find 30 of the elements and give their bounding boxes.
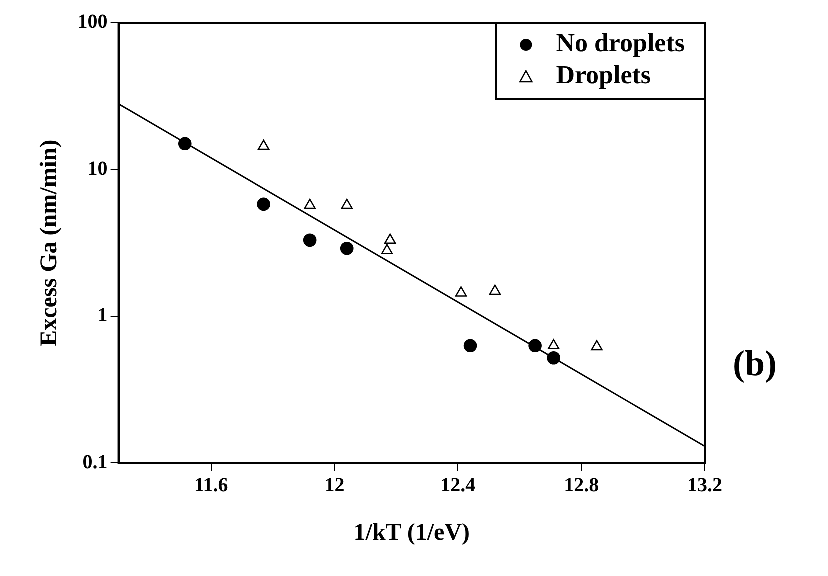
point	[455, 286, 468, 297]
point	[384, 234, 396, 244]
point	[304, 198, 316, 210]
point	[548, 339, 560, 350]
x-axis-title: 1/kT (1/eV)	[354, 520, 470, 546]
y-tick-label: 10	[88, 158, 108, 180]
x-tick-label: 11.6	[194, 474, 228, 496]
x-tick-label: 12.4	[440, 474, 476, 496]
y-axis-title: Excess Ga (nm/min)	[36, 140, 63, 346]
point	[257, 198, 270, 212]
x-tick-label: 12.8	[564, 474, 600, 496]
x-tick-label: 13.2	[688, 474, 722, 496]
y-tick-label: 100	[78, 11, 108, 34]
point	[489, 284, 502, 296]
point	[341, 198, 353, 210]
point	[340, 242, 354, 256]
legend-label: No droplets	[556, 28, 686, 58]
point	[547, 351, 560, 365]
point	[528, 339, 542, 353]
y-tick-label: 1	[98, 304, 108, 327]
point	[464, 339, 478, 353]
point	[591, 340, 603, 351]
text: (b)	[733, 344, 777, 384]
x-tick-label: 12	[324, 474, 345, 496]
y-tick-label: 0.1	[82, 451, 108, 474]
point	[381, 244, 394, 255]
point	[303, 234, 317, 248]
legend-label: Droplets	[556, 60, 652, 90]
point	[258, 140, 270, 150]
point	[178, 137, 192, 151]
